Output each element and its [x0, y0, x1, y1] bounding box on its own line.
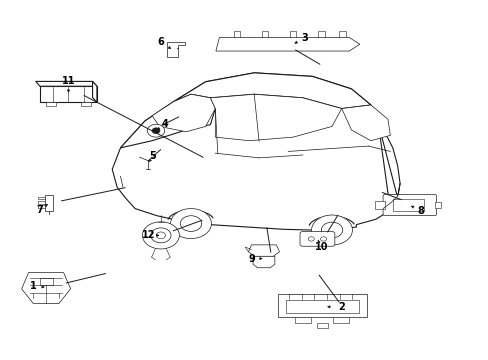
Polygon shape [261, 31, 268, 37]
Polygon shape [278, 294, 366, 317]
Polygon shape [152, 94, 215, 132]
Polygon shape [81, 102, 91, 106]
Polygon shape [167, 42, 185, 58]
Circle shape [156, 232, 165, 239]
FancyBboxPatch shape [300, 231, 334, 246]
Text: 4: 4 [161, 119, 168, 129]
Polygon shape [38, 201, 45, 204]
Polygon shape [38, 197, 45, 199]
Text: 8: 8 [416, 206, 423, 216]
Text: 6: 6 [157, 37, 164, 48]
Polygon shape [248, 245, 279, 256]
Text: 11: 11 [61, 76, 75, 86]
Circle shape [170, 208, 211, 239]
Text: 5: 5 [149, 152, 156, 161]
Polygon shape [338, 31, 345, 37]
Polygon shape [341, 105, 389, 141]
Polygon shape [210, 94, 341, 141]
Polygon shape [40, 86, 97, 102]
Polygon shape [45, 102, 56, 106]
Text: 10: 10 [314, 242, 327, 252]
Polygon shape [120, 94, 215, 148]
Text: 2: 2 [338, 302, 345, 312]
Text: 12: 12 [141, 230, 155, 240]
Circle shape [152, 128, 160, 134]
Polygon shape [45, 195, 53, 211]
Polygon shape [21, 273, 70, 303]
Circle shape [150, 228, 171, 243]
Polygon shape [36, 81, 97, 86]
Polygon shape [316, 323, 327, 328]
Polygon shape [112, 73, 399, 230]
Circle shape [142, 222, 179, 249]
Text: 7: 7 [36, 205, 42, 215]
Polygon shape [253, 256, 274, 268]
FancyBboxPatch shape [382, 195, 436, 215]
Polygon shape [233, 31, 240, 37]
Circle shape [147, 124, 164, 137]
Polygon shape [289, 31, 296, 37]
Polygon shape [374, 202, 384, 208]
Polygon shape [434, 202, 440, 208]
Text: 9: 9 [248, 253, 255, 264]
Polygon shape [174, 73, 370, 109]
Polygon shape [317, 31, 324, 37]
Polygon shape [38, 205, 45, 208]
Text: 3: 3 [301, 33, 307, 43]
Circle shape [311, 215, 352, 245]
Polygon shape [92, 81, 97, 102]
Polygon shape [333, 317, 348, 323]
Polygon shape [215, 37, 359, 51]
Polygon shape [295, 317, 310, 323]
Text: 1: 1 [30, 282, 37, 292]
